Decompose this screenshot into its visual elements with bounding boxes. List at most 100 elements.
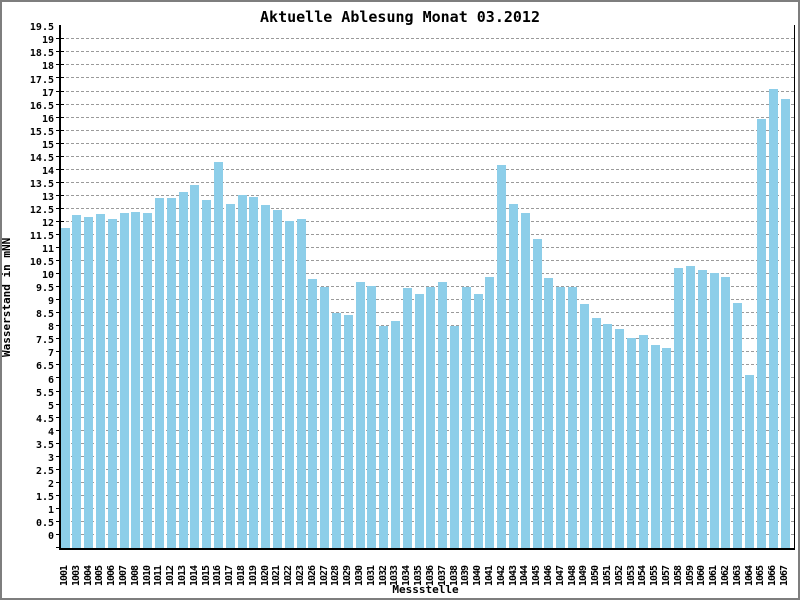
y-tick-label: 5.5: [35, 387, 54, 399]
bar-1029: [343, 314, 353, 548]
y-tick-label: 8.5: [35, 309, 54, 321]
y-axis-tick: [56, 260, 64, 262]
y-axis-tick: [56, 129, 64, 131]
y-axis-tick: [56, 338, 64, 340]
bar-1036: [426, 287, 436, 548]
bar-1054: [638, 335, 648, 548]
bar-1016: [213, 161, 223, 548]
y-axis-tick: [56, 207, 64, 209]
bar-1053: [627, 338, 637, 548]
y-tick-label: 7.5: [35, 335, 54, 347]
y-axis-tick: [56, 168, 64, 170]
y-axis-tick: [56, 547, 64, 548]
bar-1038: [450, 326, 459, 548]
bar-1050: [591, 318, 601, 548]
bar-1014: [190, 185, 200, 548]
y-tick-label: 19: [41, 35, 54, 47]
y-tick-label: 1.5: [35, 491, 54, 503]
bar-1040: [473, 293, 483, 548]
y-tick-label: 10.5: [29, 257, 54, 269]
bar-1027: [320, 287, 330, 548]
bar-1061: [709, 272, 719, 548]
bar-1012: [166, 198, 176, 548]
y-tick-label: 17.5: [29, 74, 54, 86]
bar-1057: [662, 348, 672, 548]
gridline: [61, 155, 794, 157]
gridline: [61, 273, 794, 275]
bar-1003: [72, 215, 82, 548]
y-axis-tick: [56, 38, 64, 40]
bar-1058: [674, 267, 684, 548]
gridline: [61, 90, 794, 92]
gridline: [61, 142, 794, 144]
bar-1062: [721, 276, 731, 548]
bar-1015: [202, 199, 212, 548]
y-axis-tick: [56, 442, 64, 444]
bar-1049: [579, 304, 589, 548]
y-axis-tick: [56, 390, 64, 392]
y-axis-tick: [56, 325, 64, 327]
bar-1048: [568, 287, 578, 548]
x-axis-label: Messstelle: [392, 583, 459, 596]
y-tick-label: 6: [47, 374, 54, 386]
bar-1004: [84, 216, 94, 548]
y-axis-tick: [56, 181, 64, 183]
bar-1035: [414, 293, 424, 548]
gridline: [61, 233, 794, 235]
chart-title: Aktuelle Ablesung Monat 03.2012: [260, 8, 540, 26]
y-axis-tick: [56, 416, 64, 418]
y-tick-label: 1: [47, 504, 54, 516]
bar-1037: [438, 281, 448, 548]
gridline: [61, 194, 794, 196]
y-tick-label: 5: [47, 400, 54, 412]
y-axis-tick: [56, 312, 64, 314]
y-tick-label: 15.5: [29, 126, 54, 138]
gridline: [61, 260, 794, 262]
y-tick-label: 7: [47, 348, 54, 360]
bar-1055: [650, 344, 660, 548]
y-tick-label: 14.5: [29, 152, 54, 164]
bar-1052: [615, 328, 625, 548]
bar-1001: [60, 228, 70, 548]
bar-1026: [308, 279, 318, 548]
bar-1011: [154, 198, 164, 548]
bar-1031: [367, 285, 377, 548]
bar-1013: [178, 191, 188, 548]
y-tick-label: 11.5: [29, 231, 54, 243]
y-tick-label: 11: [41, 244, 54, 256]
x-tick-label: 1067: [779, 565, 790, 586]
y-axis-tick: [56, 403, 64, 405]
bar-1017: [225, 203, 235, 548]
y-axis-tick: [56, 64, 64, 66]
y-tick-label: 13: [41, 191, 54, 203]
y-axis-tick: [56, 142, 64, 144]
bar-1028: [331, 313, 341, 548]
y-tick-label: 0.5: [35, 517, 54, 529]
gridline: [61, 207, 794, 209]
bar-1059: [686, 266, 696, 548]
y-axis-tick: [56, 155, 64, 157]
y-tick-label: 2.5: [35, 465, 54, 477]
y-tick-label: 4.5: [35, 413, 54, 425]
y-axis-tick: [56, 90, 64, 92]
bar-1060: [697, 270, 707, 548]
y-tick-label: 18: [41, 61, 54, 73]
plot-area: 0 0.5 1 1.5 2 2.5 3 3.5 4 4.5 5 5.5 6 6.5 7 7.5 8 8.5 9 9.5…: [30, 22, 795, 586]
gridline: [61, 103, 794, 105]
bar-1030: [355, 281, 365, 548]
y-axis-tick: [56, 468, 64, 470]
bar-1007: [119, 212, 129, 548]
y-axis-tick: [56, 533, 64, 535]
bar-1051: [603, 323, 613, 548]
y-axis-tick: [56, 377, 64, 379]
bar-1044: [520, 212, 530, 548]
bar-1032: [379, 326, 389, 548]
bar-1033: [390, 321, 400, 548]
bar-1063: [733, 302, 743, 548]
bar-1018: [237, 194, 247, 548]
y-tick-label: 12: [41, 217, 54, 229]
y-axis-tick: [56, 51, 64, 53]
y-axis-tick: [56, 455, 64, 457]
y-tick-label: 8: [47, 322, 54, 334]
